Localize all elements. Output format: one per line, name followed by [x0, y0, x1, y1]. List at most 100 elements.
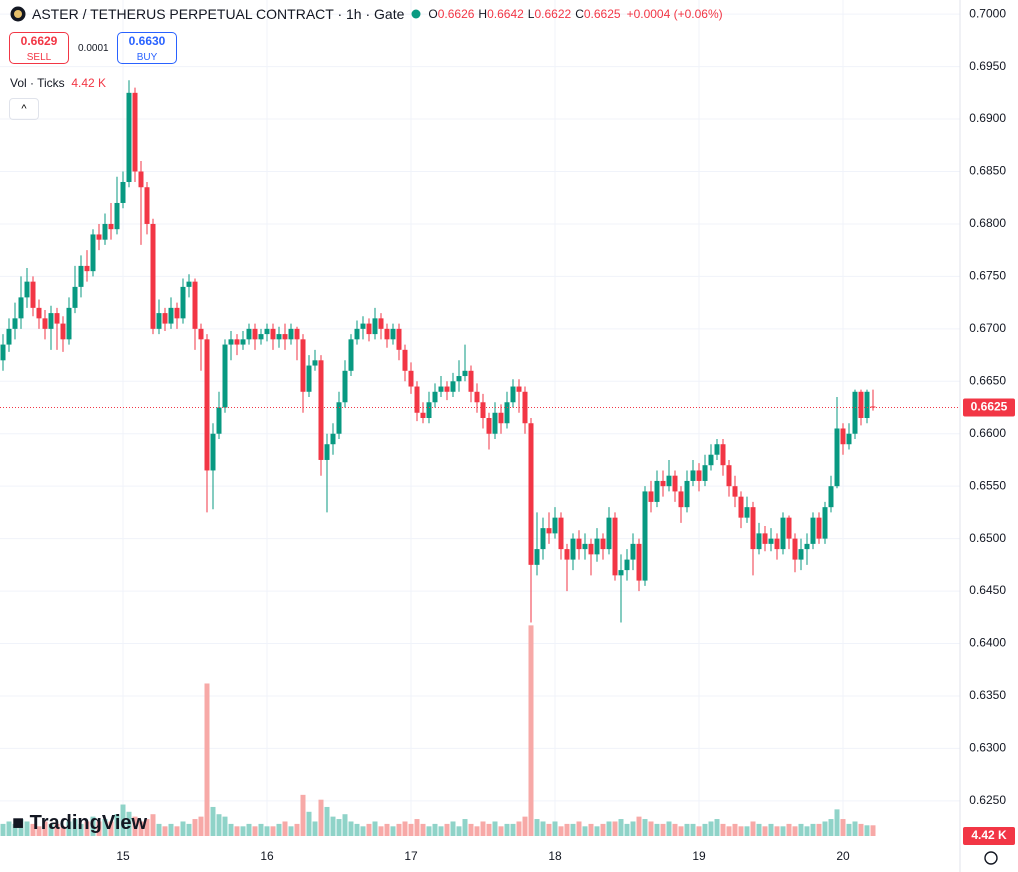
- ohlc-key: C: [575, 7, 584, 21]
- volume-bar: [96, 821, 102, 836]
- volume-bar: [414, 819, 420, 836]
- candle-body: [774, 538, 780, 550]
- candle-body: [738, 496, 744, 518]
- x-tick-label: 17: [404, 849, 418, 863]
- buy-button[interactable]: 0.6630 BUY: [117, 32, 177, 64]
- volume-bar: [144, 819, 150, 836]
- volume-bar: [534, 819, 540, 836]
- volume-bar: [264, 826, 270, 836]
- candle-body: [624, 559, 630, 571]
- volume-bar: [732, 823, 738, 836]
- volume-bar: [330, 816, 336, 836]
- candle-body: [114, 202, 120, 230]
- candle-body: [36, 307, 42, 319]
- candle-body: [600, 538, 606, 550]
- volume-bar: [816, 823, 822, 836]
- y-tick-label: 0.6650: [969, 373, 1006, 387]
- candle-body: [642, 491, 648, 581]
- candle-body: [816, 517, 822, 539]
- volume-bar: [600, 823, 606, 836]
- volume-bar: [246, 823, 252, 836]
- volume-bar: [6, 821, 12, 836]
- volume-bar: [480, 821, 486, 836]
- candle-body: [798, 549, 804, 560]
- spread: 0.0001: [78, 43, 109, 54]
- candle-body: [780, 517, 786, 550]
- volume-bar: [852, 821, 858, 836]
- ohlc-value: 0.6642: [487, 7, 524, 21]
- volume-bar: [720, 823, 726, 836]
- volume-bar: [0, 823, 6, 836]
- volume-bar: [516, 821, 522, 836]
- volume-bar: [84, 821, 90, 836]
- volume-bar: [24, 821, 30, 836]
- volume-bar: [540, 821, 546, 836]
- volume-bar: [300, 794, 306, 836]
- candle-body: [414, 386, 420, 413]
- volume-bar: [498, 826, 504, 836]
- volume-bar: [168, 823, 174, 836]
- candle-body: [234, 339, 240, 345]
- settings-icon[interactable]: [984, 851, 998, 865]
- candle-body: [444, 386, 450, 392]
- candle-body: [18, 297, 24, 319]
- volume-bar: [546, 823, 552, 836]
- candle-body: [30, 281, 36, 308]
- volume-bar: [132, 816, 138, 836]
- candle-body: [432, 391, 438, 403]
- volume-bar: [48, 823, 54, 836]
- candle-body: [294, 328, 300, 340]
- candle-body: [480, 402, 486, 418]
- candle-body: [132, 92, 138, 172]
- candle-body: [708, 454, 714, 466]
- x-tick-label: 19: [692, 849, 706, 863]
- candle-body: [12, 318, 18, 329]
- candle-body: [852, 391, 858, 434]
- collapse-button[interactable]: ^: [9, 98, 39, 120]
- volume-bar: [870, 825, 876, 836]
- candle-body: [276, 334, 282, 340]
- candle-body: [768, 538, 774, 544]
- candle-body: [648, 491, 654, 502]
- candle-body: [240, 339, 246, 345]
- candle-body: [312, 360, 318, 366]
- volume-bar: [618, 819, 624, 836]
- candle-body: [420, 412, 426, 418]
- volume-bar: [204, 683, 210, 836]
- candle-body: [126, 92, 132, 182]
- buy-price: 0.6630: [128, 34, 166, 48]
- volume-bar: [120, 804, 126, 836]
- candle-body: [192, 281, 198, 329]
- candle-body: [330, 433, 336, 445]
- candle-body: [714, 444, 720, 455]
- candle-body: [90, 234, 96, 272]
- candle-body: [636, 543, 642, 581]
- candle-body: [804, 543, 810, 550]
- candle-body: [654, 480, 660, 502]
- y-tick-label: 0.6350: [969, 688, 1006, 702]
- volume-bar: [570, 823, 576, 836]
- volume-bar: [174, 826, 180, 836]
- volume-bar: [138, 821, 144, 836]
- candle-body: [24, 281, 30, 298]
- candle-body: [300, 339, 306, 392]
- volume-bar: [666, 821, 672, 836]
- sell-button[interactable]: 0.6629 SELL: [9, 32, 69, 64]
- candle-body: [402, 349, 408, 371]
- volume-bar: [840, 819, 846, 836]
- ohlc-key: H: [478, 7, 488, 21]
- candle-body: [48, 313, 54, 329]
- volume-bar: [594, 826, 600, 836]
- volume-legend: Vol · Ticks 4.42 K: [10, 76, 106, 90]
- volume-bar: [408, 823, 414, 836]
- volume-bar: [792, 826, 798, 836]
- volume-bar: [282, 821, 288, 836]
- volume-bar: [378, 826, 384, 836]
- volume-bar: [528, 625, 534, 836]
- volume-bar: [846, 823, 852, 836]
- candle-body: [498, 412, 504, 424]
- y-tick-label: 0.6600: [969, 426, 1006, 440]
- tradingview-logo: ■ TradingView: [12, 812, 148, 834]
- volume-bar: [624, 823, 630, 836]
